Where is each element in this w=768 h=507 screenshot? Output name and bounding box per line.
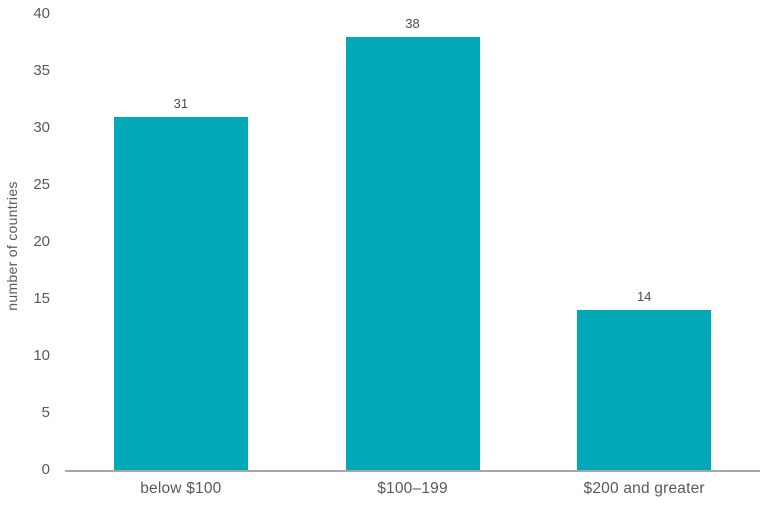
x-tick-label: below $100 (140, 480, 222, 497)
y-tick-label: 15 (33, 290, 50, 307)
y-tick-label: 40 (33, 5, 50, 22)
x-tick-label: $100–199 (377, 480, 448, 497)
bar-column: 38 (297, 14, 529, 470)
y-tick-label: 5 (41, 404, 50, 421)
bar-value-label: 38 (405, 16, 420, 31)
y-tick-label: 20 (33, 233, 50, 250)
x-axis-labels: below $100 $100–199 $200 and greater (65, 480, 760, 498)
bar-column: 31 (65, 14, 297, 470)
plot-area: 31 38 14 (65, 14, 760, 472)
bar (345, 37, 480, 470)
bar-column: 14 (528, 14, 760, 470)
bar (113, 117, 248, 470)
y-tick-label: 0 (41, 461, 50, 478)
bar-value-label: 31 (173, 96, 189, 111)
y-tick-label: 10 (33, 347, 50, 364)
bar-value-label: 14 (636, 289, 652, 304)
bar (577, 310, 712, 470)
y-axis-ticks: 0 5 10 15 20 25 30 35 40 (0, 0, 50, 507)
y-tick-label: 25 (33, 176, 50, 193)
y-tick-label: 35 (33, 62, 50, 79)
y-tick-label: 30 (33, 119, 50, 136)
x-tick-label: $200 and greater (583, 480, 705, 497)
